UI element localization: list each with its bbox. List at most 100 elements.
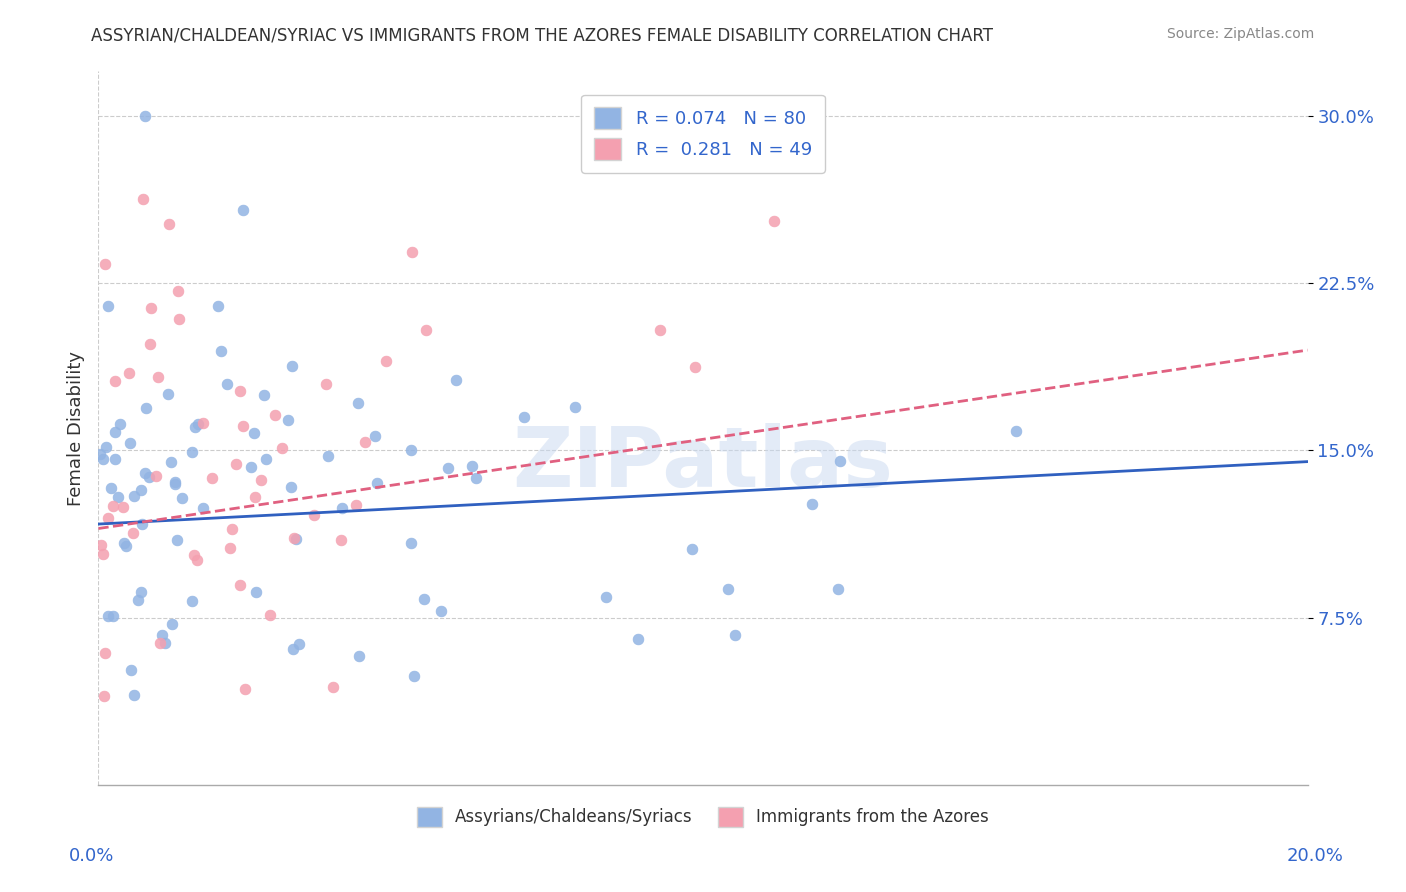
Point (375, 354, 398, 368)
Text: 20.0%: 20.0% (1286, 847, 1343, 865)
Point (97, 299, 120, 313)
Point (259, 608, 281, 623)
Legend: Assyrians/Chaldeans/Syriacs, Immigrants from the Azores: Assyrians/Chaldeans/Syriacs, Immigrants … (411, 800, 995, 834)
Text: ZIPatlas: ZIPatlas (513, 424, 893, 504)
Point (1004, 425, 1026, 439)
Point (139, 336, 162, 351)
Point (184, 419, 207, 434)
Point (595, 590, 617, 604)
Point (94, 441, 117, 455)
Point (89, 447, 111, 461)
Point (139, 301, 162, 315)
Point (683, 359, 706, 374)
Point (103, 499, 125, 513)
Point (91, 452, 114, 467)
Point (93, 689, 115, 703)
Point (240, 459, 263, 474)
Point (207, 299, 229, 313)
Point (724, 628, 747, 642)
Point (316, 450, 339, 464)
Point (131, 517, 153, 532)
Point (401, 244, 423, 259)
Point (322, 680, 344, 694)
Point (415, 323, 437, 337)
Point (280, 480, 302, 494)
Point (283, 532, 305, 546)
Point (131, 193, 153, 207)
Point (225, 457, 247, 471)
Point (157, 387, 180, 401)
Point (124, 689, 146, 703)
Point (217, 377, 239, 392)
Point (160, 616, 183, 631)
Y-axis label: Female Disability: Female Disability (66, 351, 84, 506)
Point (827, 582, 849, 596)
Point (114, 536, 136, 550)
Point (287, 637, 309, 651)
Point (167, 284, 190, 298)
Point (124, 489, 146, 503)
Point (271, 441, 294, 455)
Point (122, 525, 145, 540)
Point (627, 632, 650, 647)
Point (461, 458, 484, 473)
Point (564, 400, 586, 414)
Point (91, 547, 114, 561)
Point (254, 452, 277, 467)
Point (193, 416, 215, 430)
Point (401, 443, 423, 458)
Text: ASSYRIAN/CHALDEAN/SYRIAC VS IMMIGRANTS FROM THE AZORES FEMALE DISABILITY CORRELA: ASSYRIAN/CHALDEAN/SYRIAC VS IMMIGRANTS F… (91, 27, 994, 45)
Point (186, 553, 208, 567)
Point (242, 425, 264, 440)
Point (412, 591, 434, 606)
Point (134, 109, 156, 123)
Point (232, 418, 254, 433)
Point (169, 311, 191, 326)
Point (145, 469, 167, 483)
Point (97, 608, 120, 623)
Point (681, 541, 703, 556)
Point (90, 538, 112, 552)
Point (354, 434, 377, 449)
Point (97, 511, 120, 525)
Point (344, 498, 367, 512)
Point (166, 533, 188, 547)
Point (165, 475, 187, 490)
Point (253, 387, 276, 401)
Point (94, 646, 117, 660)
Point (127, 593, 149, 607)
Point (183, 548, 205, 562)
Point (108, 417, 131, 432)
Point (104, 452, 127, 467)
Point (94, 257, 117, 271)
Point (120, 663, 142, 677)
Point (221, 522, 243, 536)
Point (120, 436, 142, 450)
Point (180, 445, 202, 459)
Point (233, 681, 256, 696)
Point (330, 533, 353, 548)
Point (465, 470, 488, 484)
Point (115, 539, 138, 553)
Point (404, 669, 426, 683)
Point (243, 490, 266, 504)
Point (277, 413, 299, 427)
Point (101, 609, 124, 624)
Point (146, 370, 169, 384)
Point (149, 636, 172, 650)
Point (181, 593, 204, 607)
Point (444, 373, 467, 387)
Point (160, 455, 183, 469)
Point (129, 483, 152, 497)
Point (135, 401, 157, 416)
Text: 0.0%: 0.0% (69, 847, 114, 865)
Point (762, 214, 785, 228)
Point (264, 408, 287, 422)
Point (285, 532, 308, 546)
Point (364, 429, 387, 443)
Point (281, 642, 304, 657)
Point (399, 535, 422, 549)
Point (118, 366, 141, 380)
Point (437, 461, 460, 475)
Point (800, 497, 823, 511)
